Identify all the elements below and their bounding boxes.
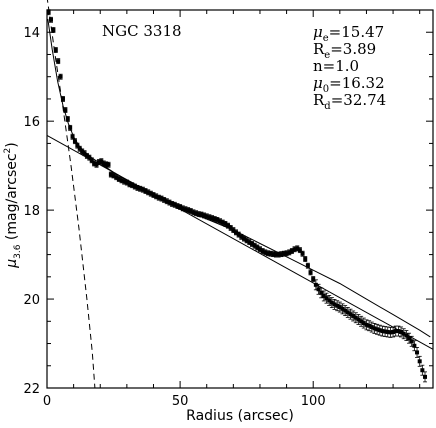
data-point <box>276 251 281 258</box>
chart-title: NGC 3318 <box>102 22 182 40</box>
data-point <box>415 347 420 358</box>
data-point <box>369 321 374 333</box>
data-point <box>337 301 342 313</box>
y-tick-label: 20 <box>23 293 40 308</box>
data-point <box>281 250 286 257</box>
data-point <box>63 107 68 113</box>
data-point <box>234 229 239 236</box>
data-point <box>279 251 284 258</box>
data-point <box>372 323 377 334</box>
data-point <box>271 251 276 258</box>
data-point <box>178 204 183 210</box>
data-point <box>329 297 334 309</box>
data-point <box>321 290 326 302</box>
y-tick-label: 16 <box>23 115 40 130</box>
data-point <box>305 262 310 269</box>
x-tick-label: 100 <box>301 394 326 409</box>
data-point <box>172 201 177 208</box>
data-point <box>375 323 380 335</box>
data-point <box>332 298 337 310</box>
data-point <box>348 308 353 320</box>
data-point <box>340 303 345 315</box>
fit-parameter: μ0=16.32 <box>313 74 385 95</box>
data-point <box>51 27 56 33</box>
data-point <box>383 326 388 337</box>
y-tick-label: 14 <box>23 26 40 41</box>
data-point <box>399 326 404 338</box>
data-point <box>359 315 364 327</box>
data-point <box>265 250 270 257</box>
data-point <box>388 327 393 338</box>
data-point <box>300 250 305 257</box>
data-point <box>401 328 406 340</box>
data-point <box>104 161 109 168</box>
y-tick-label: 18 <box>23 204 40 219</box>
data-point <box>53 47 58 53</box>
fit-parameter: n=1.0 <box>313 57 359 75</box>
y-tick-label: 22 <box>23 382 40 397</box>
data-point <box>335 300 340 312</box>
data-point <box>303 256 308 262</box>
fit-parameter: Rd=32.74 <box>313 91 386 112</box>
data-point <box>391 326 396 338</box>
data-point <box>423 371 428 383</box>
x-tick-label: 0 <box>43 394 51 409</box>
data-point <box>46 9 51 16</box>
data-point <box>385 326 390 338</box>
fit-parameter: μe=15.47 <box>313 23 384 44</box>
data-point <box>111 172 116 179</box>
data-point <box>404 330 409 341</box>
data-point <box>367 320 372 332</box>
data-point <box>263 249 268 256</box>
data-point <box>356 314 361 325</box>
data-point <box>380 325 385 337</box>
data-point <box>167 199 172 206</box>
data-point <box>311 276 316 282</box>
fit-line-total <box>47 18 431 338</box>
data-point <box>202 212 207 219</box>
data-point <box>324 292 329 304</box>
x-tick-label: 50 <box>172 394 189 409</box>
data-point <box>58 73 63 80</box>
axis-ticks: 0 50 100 14 16 18 20 22 <box>23 10 433 409</box>
data-point <box>361 317 366 329</box>
data-points <box>46 9 428 383</box>
data-point <box>417 355 422 367</box>
data-point <box>196 211 201 218</box>
data-point <box>48 16 53 23</box>
data-point <box>396 325 401 337</box>
plot-frame <box>46 9 434 389</box>
data-point <box>364 319 369 331</box>
data-point <box>56 58 61 65</box>
data-point <box>60 96 65 102</box>
data-point <box>68 124 73 131</box>
fit-line-disk <box>46 134 434 350</box>
data-point <box>343 305 348 317</box>
fit-line-bulge <box>46 0 96 389</box>
data-point <box>345 306 350 318</box>
y-axis-label: μ3.6 (mag/arcsec2) <box>3 142 23 269</box>
data-point <box>308 269 313 276</box>
data-point <box>327 294 332 306</box>
x-axis-label: Radius (arcsec) <box>186 408 294 424</box>
data-point <box>106 161 111 168</box>
data-point <box>351 310 356 322</box>
data-point <box>183 206 188 213</box>
data-point <box>215 217 220 223</box>
data-point <box>268 250 273 257</box>
data-point <box>65 116 70 122</box>
fit-parameter: Re=3.89 <box>313 40 376 61</box>
data-point <box>409 335 414 347</box>
data-point <box>353 312 358 324</box>
data-point <box>377 324 382 336</box>
